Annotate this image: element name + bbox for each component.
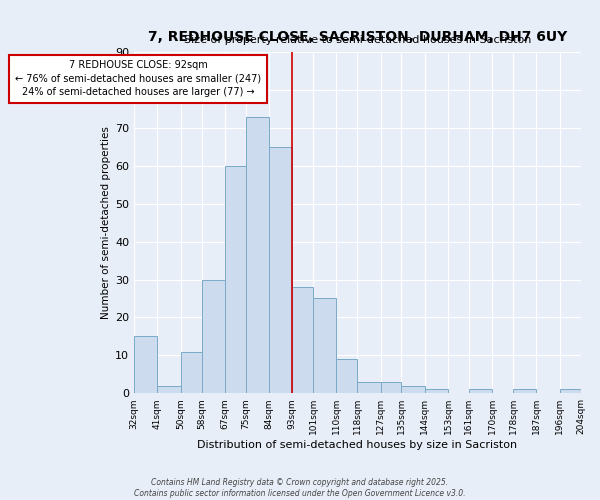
Bar — [245, 116, 269, 393]
Bar — [225, 166, 245, 393]
Bar — [380, 382, 401, 393]
Bar — [313, 298, 337, 393]
Bar — [469, 390, 492, 393]
Bar — [292, 287, 313, 393]
Bar — [560, 390, 581, 393]
Bar — [269, 147, 292, 393]
Bar — [513, 390, 536, 393]
Bar — [202, 280, 225, 393]
Y-axis label: Number of semi-detached properties: Number of semi-detached properties — [101, 126, 111, 319]
Bar — [157, 386, 181, 393]
Bar — [425, 390, 448, 393]
Text: Contains HM Land Registry data © Crown copyright and database right 2025.
Contai: Contains HM Land Registry data © Crown c… — [134, 478, 466, 498]
Bar — [357, 382, 380, 393]
Text: 7 REDHOUSE CLOSE: 92sqm
← 76% of semi-detached houses are smaller (247)
24% of s: 7 REDHOUSE CLOSE: 92sqm ← 76% of semi-de… — [15, 60, 261, 97]
X-axis label: Distribution of semi-detached houses by size in Sacriston: Distribution of semi-detached houses by … — [197, 440, 517, 450]
Bar — [337, 359, 357, 393]
Bar — [181, 352, 202, 393]
Bar — [134, 336, 157, 393]
Title: 7, REDHOUSE CLOSE, SACRISTON, DURHAM, DH7 6UY: 7, REDHOUSE CLOSE, SACRISTON, DURHAM, DH… — [148, 30, 567, 44]
Text: Size of property relative to semi-detached houses in Sacriston: Size of property relative to semi-detach… — [184, 36, 531, 46]
Bar — [401, 386, 425, 393]
